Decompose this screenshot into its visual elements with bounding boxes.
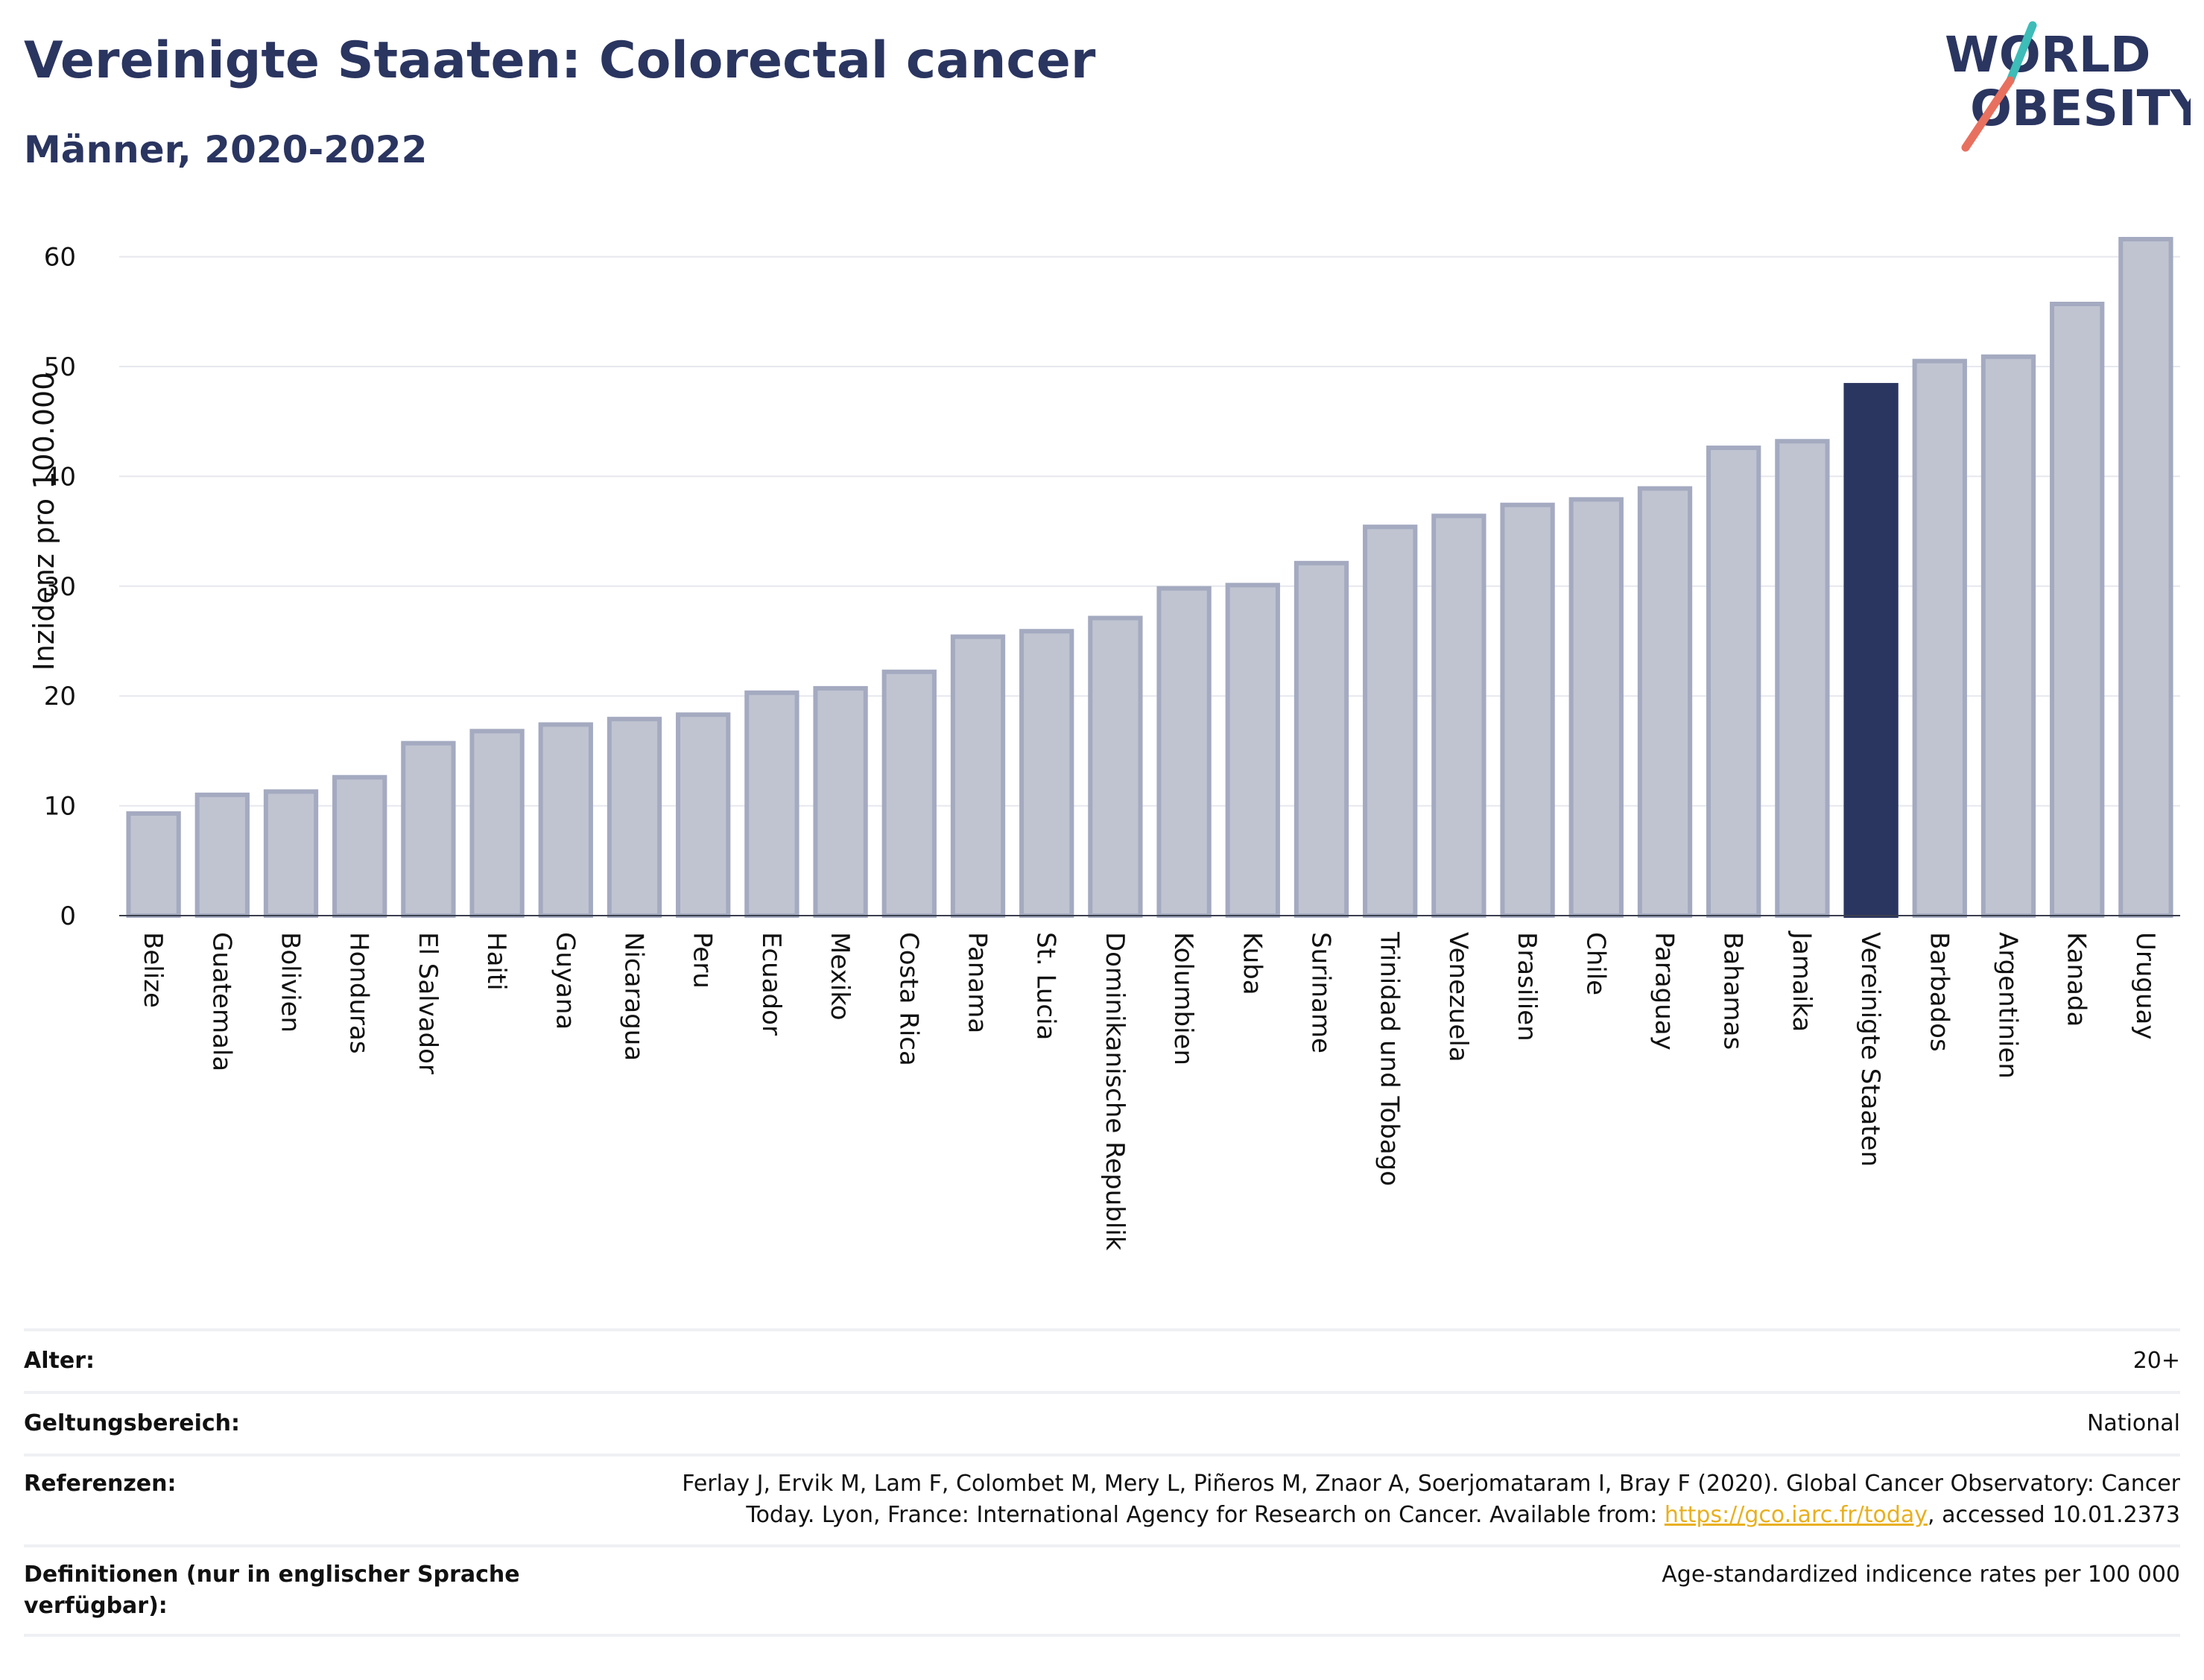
bar — [469, 729, 525, 918]
logo-slash-top — [2006, 21, 2037, 85]
y-axis-ticks: 0 10 20 30 40 50 60 — [44, 243, 76, 931]
definitions-value: Age-standardized indicence rates per 100… — [1662, 1562, 2180, 1588]
references-label: Referenzen: — [24, 1471, 177, 1497]
x-category-label: Chile — [1580, 932, 1610, 995]
bar — [1156, 586, 1212, 918]
x-category-label: Haiti — [481, 932, 511, 991]
x-category-label: El Salvador — [413, 932, 443, 1074]
bar-highlighted — [1843, 383, 1899, 918]
scope-value: National — [2086, 1410, 2180, 1436]
x-category-label: Brasilien — [1512, 932, 1542, 1042]
bar — [1706, 446, 1761, 918]
x-category-label: Dominikanische Republik — [1100, 932, 1130, 1251]
x-category-label: Honduras — [344, 932, 374, 1054]
meta-row-definitions: Definitionen (nur in englischer Sprache … — [24, 1544, 2180, 1637]
bar-chart: 0 10 20 30 40 50 60 Belize Guatemala Bolivien Hon… — [28, 237, 2180, 1251]
x-category-label: Suriname — [1306, 932, 1336, 1053]
x-category-label: Bolivien — [276, 932, 305, 1033]
bar — [1775, 439, 1830, 918]
reference-text-accessed: , accessed 10.01.2373 — [1928, 1502, 2180, 1528]
x-category-label: Argentinien — [1993, 932, 2023, 1079]
meta-row-scope: Geltungsbereich: National — [24, 1391, 2180, 1454]
x-category-label: Jamaika — [1787, 931, 1817, 1032]
x-category-label: Guatemala — [206, 932, 236, 1071]
bar — [813, 685, 868, 919]
bar — [1637, 486, 1693, 918]
bar — [263, 789, 319, 918]
bar — [1431, 513, 1486, 918]
chart-subtitle: Männer, 2020-2022 — [24, 128, 428, 171]
reference-text-line2: Today. Lyon, France: International Agenc… — [746, 1502, 1665, 1528]
meta-row-age: Alter: 20+ — [24, 1328, 2180, 1391]
reference-text-line1: Ferlay J, Ervik M, Lam F, Colombet M, Me… — [682, 1471, 2180, 1497]
bar — [401, 741, 456, 918]
bar — [607, 717, 662, 918]
grid-lines — [119, 256, 2180, 807]
bar — [881, 669, 937, 918]
bar — [332, 775, 387, 918]
reference-link[interactable]: https://gco.iarc.fr/today — [1664, 1502, 1928, 1528]
bar — [676, 712, 731, 918]
bar — [126, 811, 181, 918]
x-category-label: Trinidad und Tobago — [1375, 931, 1405, 1186]
bar — [2118, 237, 2173, 918]
x-category-label: Paraguay — [1650, 932, 1679, 1050]
x-category-label: Venezuela — [1443, 932, 1473, 1062]
chart-title: Vereinigte Staaten: Colorectal cancer — [24, 31, 1096, 90]
x-category-label: Bahamas — [1718, 932, 1748, 1050]
bar — [1568, 497, 1624, 918]
x-axis-labels: Belize Guatemala Bolivien Honduras El Salvad… — [138, 931, 2160, 1251]
y-tick-label: 10 — [44, 792, 76, 822]
bar — [1088, 615, 1143, 919]
scope-label: Geltungsbereich: — [24, 1410, 241, 1436]
x-category-label: Barbados — [1924, 932, 1954, 1052]
meta-row-references: Referenzen: Ferlay J, Ervik M, Lam F, Co… — [24, 1454, 2180, 1544]
x-category-label: Uruguay — [2130, 932, 2160, 1040]
logo-slash-bottom — [1961, 76, 2015, 152]
bar — [950, 634, 1006, 918]
references-value: Ferlay J, Ervik M, Lam F, Colombet M, Me… — [682, 1468, 2180, 1531]
x-category-label: Guyana — [550, 932, 580, 1030]
y-tick-label: 50 — [44, 352, 76, 382]
bar — [538, 722, 593, 918]
bar — [1363, 524, 1418, 918]
world-obesity-logo: WORLD OBESITY — [1945, 21, 2191, 152]
x-category-label: Belize — [138, 932, 168, 1008]
x-category-label: Panama — [963, 932, 992, 1033]
bar — [194, 792, 250, 918]
y-tick-label: 20 — [44, 682, 76, 711]
logo-text-world: WORLD — [1945, 26, 2151, 83]
x-category-label: Kanada — [2062, 932, 2091, 1027]
bars — [126, 237, 2173, 919]
bar — [2050, 301, 2105, 918]
x-category-label: St. Lucia — [1031, 932, 1061, 1040]
bar — [1912, 358, 1967, 918]
age-value: 20+ — [2132, 1348, 2180, 1374]
x-category-label: Vereinigte Staaten — [1855, 932, 1885, 1167]
bar — [1019, 629, 1074, 918]
y-tick-label: 0 — [60, 901, 76, 931]
x-category-label: Nicaragua — [619, 932, 649, 1061]
bar — [1293, 560, 1349, 918]
x-category-label: Costa Rica — [893, 932, 923, 1066]
y-axis-title: Inzidenz pro 100.000 — [28, 373, 60, 671]
x-category-label: Peru — [688, 932, 718, 989]
x-category-label: Kuba — [1237, 932, 1267, 995]
x-category-label: Kolumbien — [1168, 932, 1198, 1065]
bar — [1980, 354, 2036, 918]
bar — [1500, 502, 1555, 918]
metadata-table: Alter: 20+ Geltungsbereich: National Ref… — [24, 1328, 2180, 1637]
x-category-label: Mexiko — [825, 932, 855, 1021]
y-tick-label: 30 — [44, 572, 76, 602]
bar — [744, 690, 799, 918]
bar — [1225, 583, 1280, 918]
y-tick-label: 60 — [44, 243, 76, 273]
definitions-label: Definitionen (nur in englischer Sprache … — [24, 1562, 520, 1619]
x-category-label: Ecuador — [756, 932, 786, 1036]
age-label: Alter: — [24, 1348, 95, 1374]
y-tick-label: 40 — [44, 462, 76, 492]
